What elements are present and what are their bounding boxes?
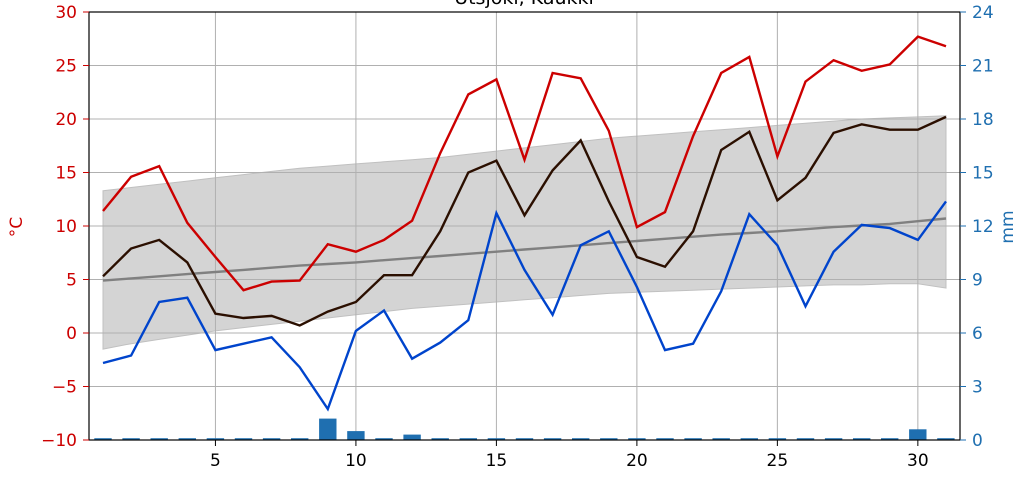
y-tick-label-5: 5 — [66, 271, 77, 291]
precip-bar-day-9 — [319, 418, 337, 440]
precip-bar-day-4 — [178, 438, 196, 440]
precip-bar-day-13 — [431, 438, 449, 440]
precip-bar-day-23 — [712, 438, 730, 440]
plot-area: 5 10 15 20 25 30 −10 −5 0 5 10 15 20 25 30 0 3 6 9 12 15 18 21… — [41, 3, 994, 471]
max-temp-line — [102, 35, 947, 292]
precip-bar-day-1 — [94, 438, 112, 440]
precip-bar-day-20 — [628, 438, 646, 440]
y2-tick-label-6: 6 — [972, 324, 983, 344]
precip-bar-day-22 — [684, 438, 702, 440]
y2-tick-label-9: 9 — [972, 271, 983, 291]
precip-bar-day-27 — [824, 438, 843, 440]
y-tick-label-0: 0 — [66, 324, 77, 344]
y2-tick-label-0: 0 — [972, 431, 983, 451]
precip-bar-day-10 — [347, 431, 365, 440]
y-tick-label-10: 10 — [55, 217, 77, 237]
precip-bar-day-6 — [234, 438, 253, 440]
precip-bar-day-14 — [459, 438, 477, 440]
y-tick-label--5: −5 — [52, 378, 77, 398]
normal-range-band — [102, 115, 947, 350]
chart-title: Utsjoki, Kaukki — [454, 0, 594, 9]
precip-bar-day-30 — [909, 429, 927, 440]
precip-bar-day-2 — [122, 438, 140, 440]
min-temp-line — [102, 200, 947, 412]
x-tick-label-10: 10 — [345, 451, 367, 471]
precip-bar-day-7 — [262, 438, 281, 440]
y2-tick-label-18: 18 — [972, 110, 994, 130]
mean-temp-line — [102, 115, 947, 327]
x-tick-label-30: 30 — [907, 451, 929, 471]
y2-tick-label-21: 21 — [972, 57, 994, 77]
x-tick-label-25: 25 — [767, 451, 789, 471]
y2-axis-label: mm — [998, 210, 1018, 243]
y2-tick-label-24: 24 — [972, 3, 994, 23]
precip-bar-day-26 — [796, 438, 815, 440]
precip-bar-day-5 — [206, 438, 225, 440]
y2-tick-label-12: 12 — [972, 217, 994, 237]
x-tick-label-5: 5 — [210, 451, 221, 471]
y-tick-label-15: 15 — [55, 164, 77, 184]
y2-tick-label-3: 3 — [972, 378, 983, 398]
precip-bar-day-28 — [853, 438, 871, 440]
precip-bar-day-25 — [768, 438, 787, 440]
x-tick-label-20: 20 — [626, 451, 648, 471]
precip-bar-day-24 — [740, 438, 758, 440]
y-tick-label-25: 25 — [55, 57, 77, 77]
y-axis-label: °C — [7, 217, 27, 237]
precip-bar-day-16 — [515, 438, 534, 440]
precip-bar-day-8 — [291, 438, 309, 440]
y2-tick-label-15: 15 — [972, 164, 994, 184]
precip-bar-day-11 — [375, 438, 393, 440]
x-tick-label-15: 15 — [486, 451, 508, 471]
precip-bar-day-3 — [150, 438, 168, 440]
precip-bar-day-17 — [543, 438, 562, 440]
normal-mean-line — [102, 217, 947, 282]
precip-bar-day-12 — [403, 434, 421, 440]
precip-bar-day-31 — [937, 438, 955, 440]
precip-bar-day-21 — [656, 438, 674, 440]
precip-bar-day-29 — [881, 438, 899, 440]
precip-bar-day-15 — [487, 438, 506, 440]
y-tick-label--10: −10 — [41, 431, 77, 451]
precip-bar-day-19 — [600, 438, 618, 440]
precip-bar-day-18 — [572, 438, 590, 440]
y-tick-label-30: 30 — [55, 3, 77, 23]
y-tick-label-20: 20 — [55, 110, 77, 130]
